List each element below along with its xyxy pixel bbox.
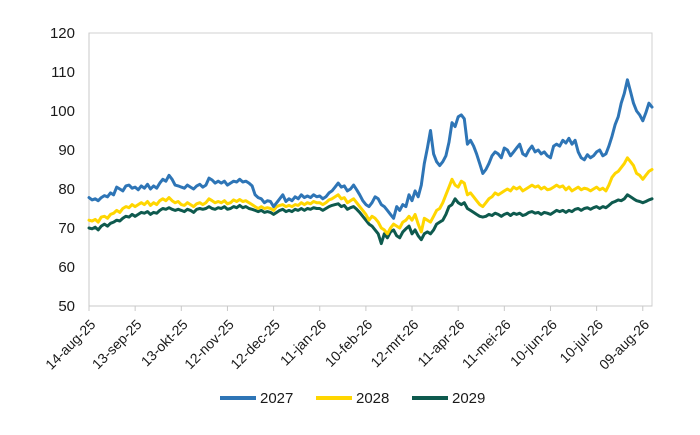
x-tick-label: 12-mrt-26 — [367, 316, 421, 370]
y-tick-label: 50 — [58, 298, 75, 315]
x-tick-label: 12-dec-25 — [227, 316, 283, 372]
series-line-2029 — [87, 193, 654, 246]
y-axis-ticks: 50 60 70 80 90 100 110 120 — [50, 25, 75, 315]
series-lines — [87, 78, 654, 246]
series-line-2028 — [87, 156, 654, 236]
x-tick-label: 11-mei-26 — [459, 316, 514, 371]
x-tick-label: 09-aug-26 — [596, 316, 653, 373]
y-tick-label: 120 — [50, 25, 75, 42]
axes — [88, 32, 653, 307]
series-line-2027 — [87, 78, 654, 220]
x-tick-label: 11-jan-26 — [277, 316, 330, 369]
y-tick-label: 100 — [50, 103, 75, 120]
legend-label-2027: 2027 — [260, 390, 293, 407]
legend: 2027 2028 2029 — [220, 390, 485, 407]
y-tick-label: 70 — [58, 220, 75, 237]
y-tick-label: 60 — [58, 259, 75, 276]
x-tick-label: 10-jun-26 — [507, 316, 560, 369]
x-axis-ticks: 14-aug-2513-sep-2513-okt-2512-nov-2512-d… — [42, 306, 652, 373]
x-tick-label: 12-nov-25 — [181, 316, 237, 372]
y-tick-label: 90 — [58, 142, 75, 159]
x-tick-label: 14-aug-25 — [42, 316, 99, 373]
x-tick-label: 13-sep-25 — [89, 316, 145, 372]
legend-label-2029: 2029 — [452, 390, 485, 407]
y-tick-label: 80 — [58, 181, 75, 198]
legend-label-2028: 2028 — [356, 390, 389, 407]
y-tick-label: 110 — [51, 64, 75, 81]
plot-frame — [88, 32, 653, 307]
x-tick-label: 10-feb-26 — [322, 316, 376, 370]
